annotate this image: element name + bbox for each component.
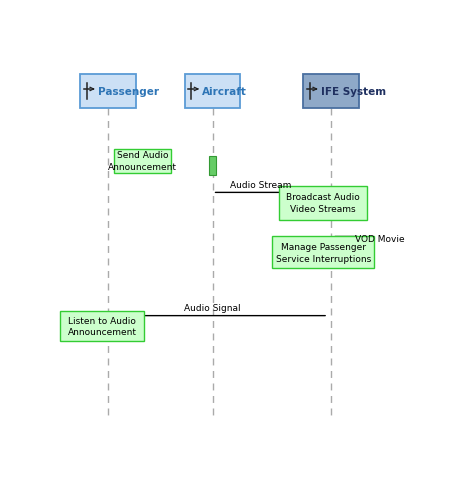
Text: Send Audio
Announcement: Send Audio Announcement	[108, 151, 176, 172]
FancyBboxPatch shape	[327, 194, 334, 216]
Text: Passenger: Passenger	[98, 87, 158, 97]
FancyBboxPatch shape	[209, 157, 215, 176]
Text: Aircraft: Aircraft	[201, 87, 246, 97]
FancyBboxPatch shape	[303, 75, 358, 108]
FancyBboxPatch shape	[101, 317, 108, 336]
FancyBboxPatch shape	[279, 187, 367, 220]
Text: Listen to Audio
Announcement: Listen to Audio Announcement	[68, 316, 136, 337]
Text: Broadcast Audio
Video Streams: Broadcast Audio Video Streams	[286, 193, 359, 214]
Text: VOD Movie: VOD Movie	[354, 235, 403, 243]
FancyBboxPatch shape	[113, 150, 171, 174]
FancyBboxPatch shape	[80, 75, 136, 108]
FancyBboxPatch shape	[60, 312, 144, 341]
FancyBboxPatch shape	[271, 237, 374, 269]
Text: Manage Passenger
Service Interruptions: Manage Passenger Service Interruptions	[275, 242, 370, 263]
Text: IFE System: IFE System	[320, 87, 385, 97]
FancyBboxPatch shape	[184, 75, 240, 108]
FancyBboxPatch shape	[327, 242, 334, 265]
Text: Audio Signal: Audio Signal	[184, 303, 240, 312]
Text: Audio Stream: Audio Stream	[230, 180, 291, 189]
